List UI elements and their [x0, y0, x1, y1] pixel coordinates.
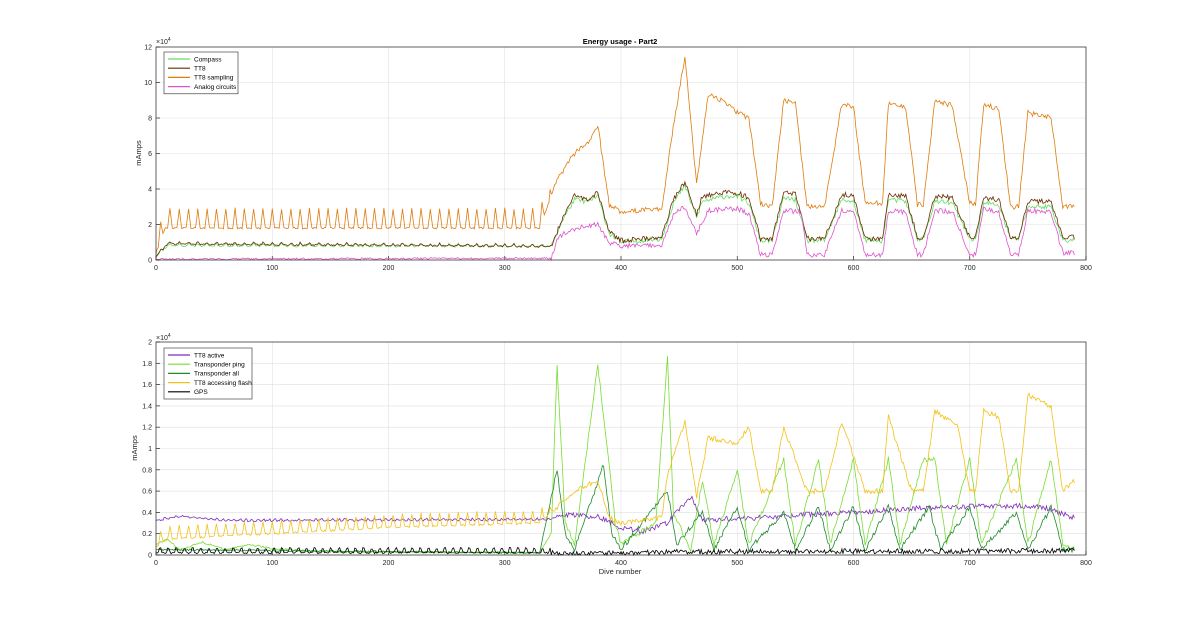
x-tick-label: 400: [615, 560, 627, 567]
x-tick-label: 500: [731, 560, 743, 567]
legend-entry: TT8 sampling: [194, 75, 234, 82]
legend: Compass TT8 TT8 sampling Analog circuits: [163, 51, 239, 95]
y-axis-label: mAmps: [130, 435, 139, 461]
legend-entry: TT8 accessing flash: [194, 380, 252, 387]
y-tick-label: 12: [144, 45, 152, 52]
legend-entry: TT8: [194, 66, 206, 73]
legend-entry: GPS: [194, 389, 208, 396]
y-tick-label: 0.4: [142, 510, 152, 517]
legend-entry: Compass: [194, 56, 222, 63]
legend-entry: Transponder ping: [194, 362, 245, 369]
x-tick-label: 200: [383, 560, 395, 567]
x-tick-label: 0: [154, 560, 158, 567]
legend: TT8 active Transponder ping Transponder al…: [163, 347, 253, 400]
y-tick-label: 0: [148, 258, 152, 265]
y-tick-label: 2: [148, 340, 152, 347]
x-tick-label: 600: [848, 560, 860, 567]
legend-entry: Analog circuits: [194, 84, 237, 91]
series-line-tt8-sampling: [155, 56, 1075, 254]
y-axis-label: mAmps: [134, 140, 143, 166]
x-tick-label: 800: [1080, 560, 1092, 567]
y-tick-label: 1.8: [142, 361, 152, 368]
y-tick-label: 1.2: [142, 425, 152, 432]
chart-energy-usage-part2: Energy usage - Part2 mAmps ×104 0 100 200 3…: [134, 37, 1092, 272]
y-tick-label: 0: [148, 553, 152, 560]
series-line-analog-circuits: [155, 205, 1075, 262]
x-tick-label: 100: [266, 560, 278, 567]
x-tick-label: 600: [848, 265, 860, 272]
legend-entry: Transponder all: [194, 371, 239, 378]
series-line-transponder-all: [156, 465, 1075, 554]
x-tick-label: 400: [615, 265, 627, 272]
y-tick-label: 1: [148, 446, 152, 453]
svg-text:×104: ×104: [156, 333, 171, 342]
x-tick-label: 300: [499, 560, 511, 567]
series-line-tt8-accessing-flash: [155, 392, 1075, 547]
x-tick-label: 0: [154, 265, 158, 272]
svg-text:×104: ×104: [156, 37, 171, 46]
y-tick-label: 0.6: [142, 489, 152, 496]
series-line-transponder-ping: [156, 356, 1075, 555]
axes-box: [155, 46, 1087, 261]
x-tick-label: 700: [964, 560, 976, 567]
y-tick-label: 6: [148, 151, 152, 158]
series-line-tt8: [155, 180, 1075, 258]
chart-title: Energy usage - Part2: [583, 37, 658, 46]
x-tick-label: 500: [731, 265, 743, 272]
x-tick-label: 300: [499, 265, 511, 272]
y-tick-label: 0.2: [142, 531, 152, 538]
y-exponent-label: ×104: [156, 37, 171, 46]
y-exponent-label: ×104: [156, 333, 171, 342]
axes-box: [155, 341, 1087, 556]
x-tick-label: 700: [964, 265, 976, 272]
legend-entry: TT8 active: [194, 352, 225, 359]
x-tick-label: 200: [383, 265, 395, 272]
y-tick-label: 8: [148, 116, 152, 123]
y-tick-label: 10: [144, 80, 152, 87]
x-tick-label: 800: [1080, 265, 1092, 272]
x-axis-label: Dive number: [599, 567, 642, 576]
y-tick-label: 0.8: [142, 467, 152, 474]
y-tick-label: 1.4: [142, 403, 152, 410]
chart-transponder-and-tt8: Dive number mAmps ×104 0 100 200 300 400 500 6…: [130, 333, 1092, 576]
y-tick-label: 4: [148, 187, 152, 194]
series-line-gps: [155, 546, 1075, 557]
y-tick-label: 2: [148, 222, 152, 229]
y-tick-label: 1.6: [142, 382, 152, 389]
x-tick-label: 100: [266, 265, 278, 272]
